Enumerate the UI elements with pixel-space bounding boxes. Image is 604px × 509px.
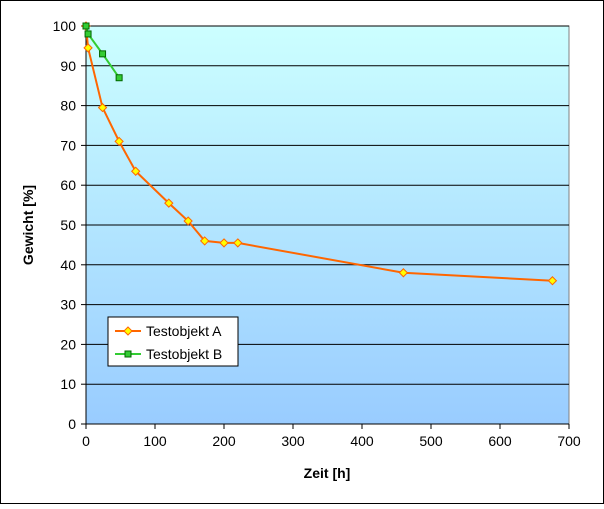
x-tick-label: 600 xyxy=(488,433,512,449)
y-tick-label: 50 xyxy=(60,217,76,233)
data-point xyxy=(97,102,108,113)
data-point xyxy=(183,216,193,226)
legend-label: Testobjekt B xyxy=(146,346,222,362)
y-tick-label: 20 xyxy=(60,336,76,352)
tick-labels: 0 10 20 30 40 50 60 70 80 90 100 0 100 200 300 400 500 60… xyxy=(53,18,581,449)
x-tick-label: 500 xyxy=(419,433,443,449)
y-tick-label: 80 xyxy=(60,98,76,114)
data-point xyxy=(99,50,107,58)
y-tick-label: 70 xyxy=(60,137,76,153)
x-tick-label: 100 xyxy=(143,433,167,449)
y-tick-label: 10 xyxy=(60,376,76,392)
x-tick-label: 400 xyxy=(350,433,374,449)
data-point xyxy=(114,136,124,147)
data-point xyxy=(82,22,90,30)
data-point xyxy=(115,74,123,82)
x-axis-title: Zeit [h] xyxy=(304,465,351,481)
y-tick-label: 90 xyxy=(60,58,76,74)
data-point xyxy=(233,238,243,248)
series-layer xyxy=(81,21,558,286)
series-line xyxy=(85,25,553,282)
x-tick-label: 200 xyxy=(212,433,236,449)
y-tick-label: 0 xyxy=(68,416,76,432)
gridlines xyxy=(86,25,569,385)
legend-item: Testobjekt B xyxy=(115,346,222,362)
series-b xyxy=(82,22,123,82)
legend-marker xyxy=(124,350,132,358)
y-tick-label: 30 xyxy=(60,297,76,313)
data-point xyxy=(84,30,92,38)
x-tick-label: 300 xyxy=(281,433,305,449)
y-tick-label: 40 xyxy=(60,257,76,273)
data-point xyxy=(83,43,93,53)
y-tick-label: 100 xyxy=(53,18,77,34)
data-point xyxy=(164,198,174,208)
legend-box xyxy=(107,316,239,367)
data-point xyxy=(199,236,210,246)
data-point xyxy=(398,268,409,278)
data-point xyxy=(547,276,558,286)
y-axis-title: Gewicht [%] xyxy=(20,185,36,265)
legend-marker xyxy=(123,326,133,336)
legend: Testobjekt A Testobjekt B xyxy=(107,316,239,367)
x-tick-label: 700 xyxy=(557,433,581,449)
y-tick-label: 60 xyxy=(60,177,76,193)
legend-label: Testobjekt A xyxy=(146,323,222,339)
legend-item: Testobjekt A xyxy=(115,323,222,339)
data-point xyxy=(130,166,141,176)
series-line xyxy=(85,25,120,79)
x-tick-label: 0 xyxy=(82,433,90,449)
data-point xyxy=(219,238,229,248)
